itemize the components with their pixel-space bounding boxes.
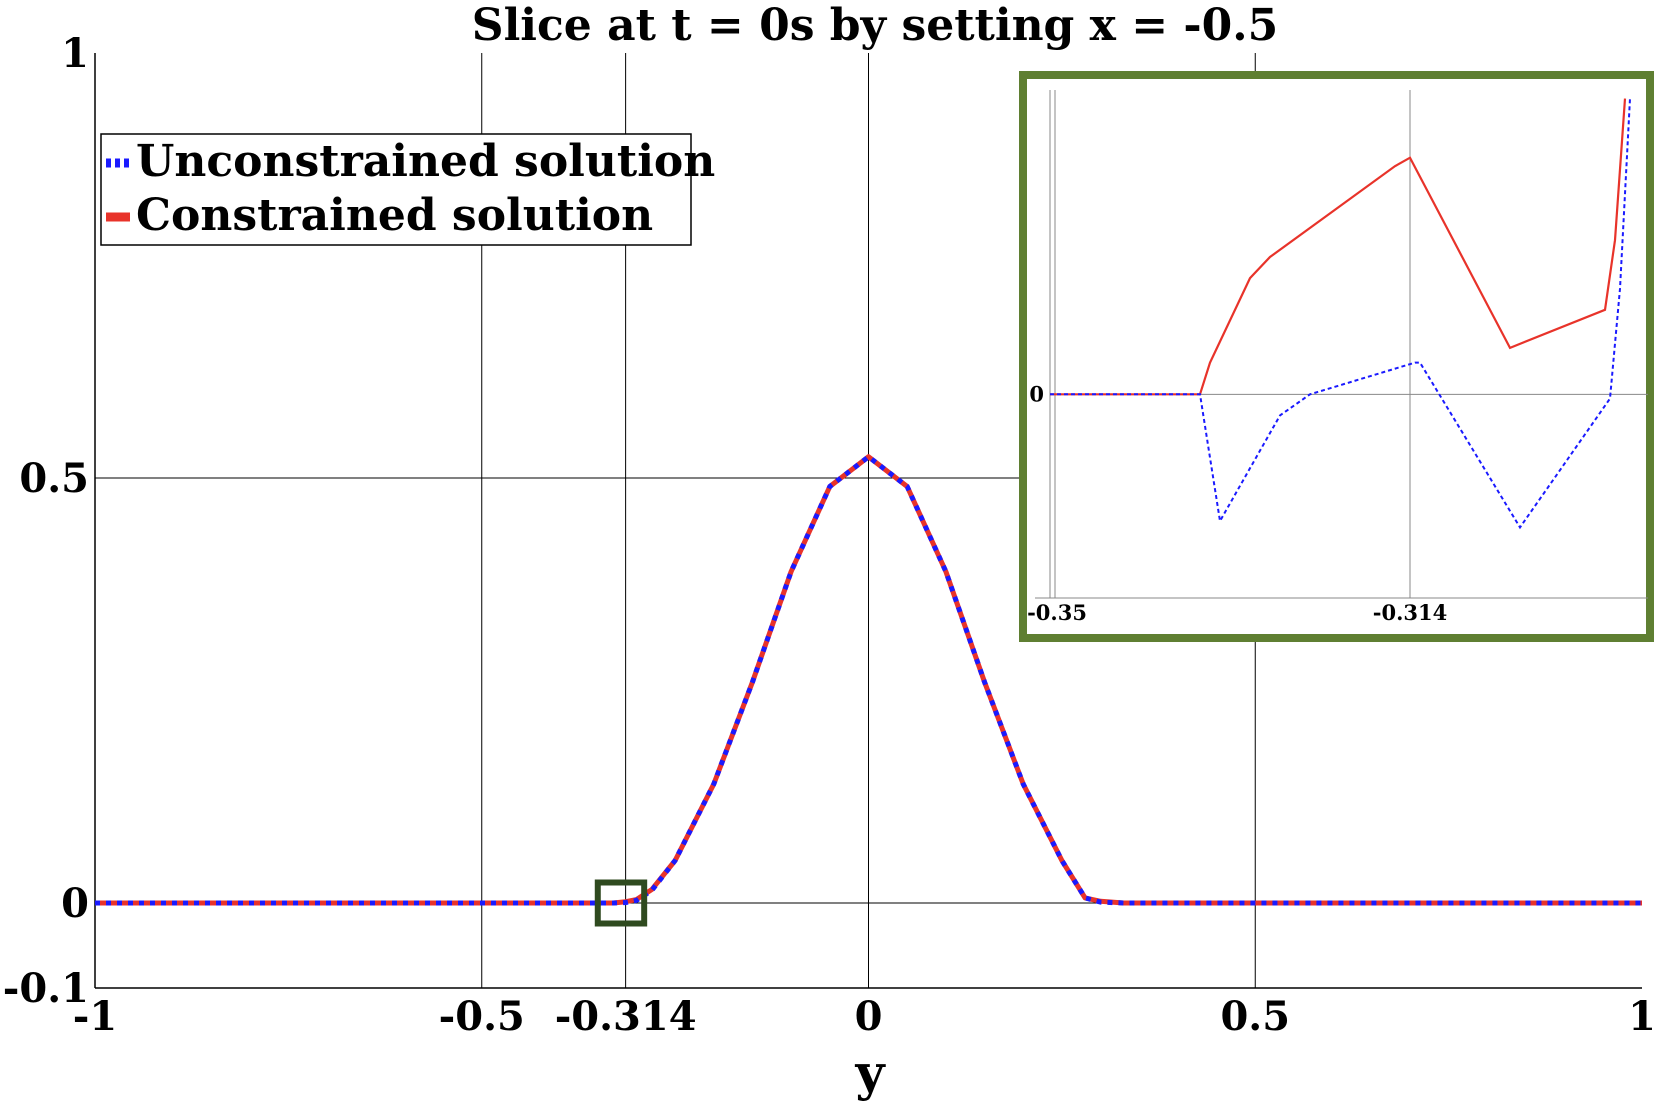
- inset-series-line-constrained: [1050, 98, 1627, 396]
- x-tick-label: 0.5: [1220, 993, 1290, 1040]
- inset-x-tick-label: -0.314: [1373, 600, 1447, 625]
- inset-plot: -0.35 -0.314 0: [1019, 71, 1654, 642]
- tick-labels: -1 -0.5 -0.314 0 0.5 1 -0.1 0 0.5 1: [3, 30, 1656, 1040]
- y-tick-label: 0: [61, 880, 89, 927]
- series-line-unconstrained: [95, 454, 1642, 906]
- zoom-region-box: [594, 879, 648, 927]
- x-tick-label: -0.314: [555, 993, 697, 1040]
- inset-data-series: [1050, 98, 1631, 530]
- inset-series-line-unconstrained: [1050, 98, 1631, 530]
- legend-label-constrained: Constrained solution: [136, 190, 653, 241]
- y-tick-label: 0.5: [19, 455, 89, 502]
- x-tick-label: 0: [855, 993, 883, 1040]
- legend-label-unconstrained: Unconstrained solution: [136, 136, 715, 187]
- inset-y-tick-label: 0: [1029, 381, 1044, 406]
- x-axis-label: y: [854, 1043, 886, 1102]
- chart-title: Slice at t = 0s by setting x = -0.5: [472, 0, 1278, 51]
- data-series: [95, 454, 1642, 906]
- x-tick-label: 1: [1628, 993, 1656, 1040]
- inset-frame: [1019, 71, 1654, 642]
- legend: Unconstrained solution Constrained solut…: [100, 133, 715, 246]
- y-tick-label: 1: [61, 30, 89, 77]
- inset-x-tick-label: -0.35: [1027, 600, 1087, 625]
- inset-tick-labels: -0.35 -0.314 0: [1027, 381, 1447, 625]
- x-tick-label: -1: [73, 993, 117, 1040]
- axes: [94, 53, 1642, 989]
- legend-box: [100, 133, 692, 246]
- x-tick-label: -0.5: [439, 993, 525, 1040]
- y-tick-label: -0.1: [3, 965, 89, 1012]
